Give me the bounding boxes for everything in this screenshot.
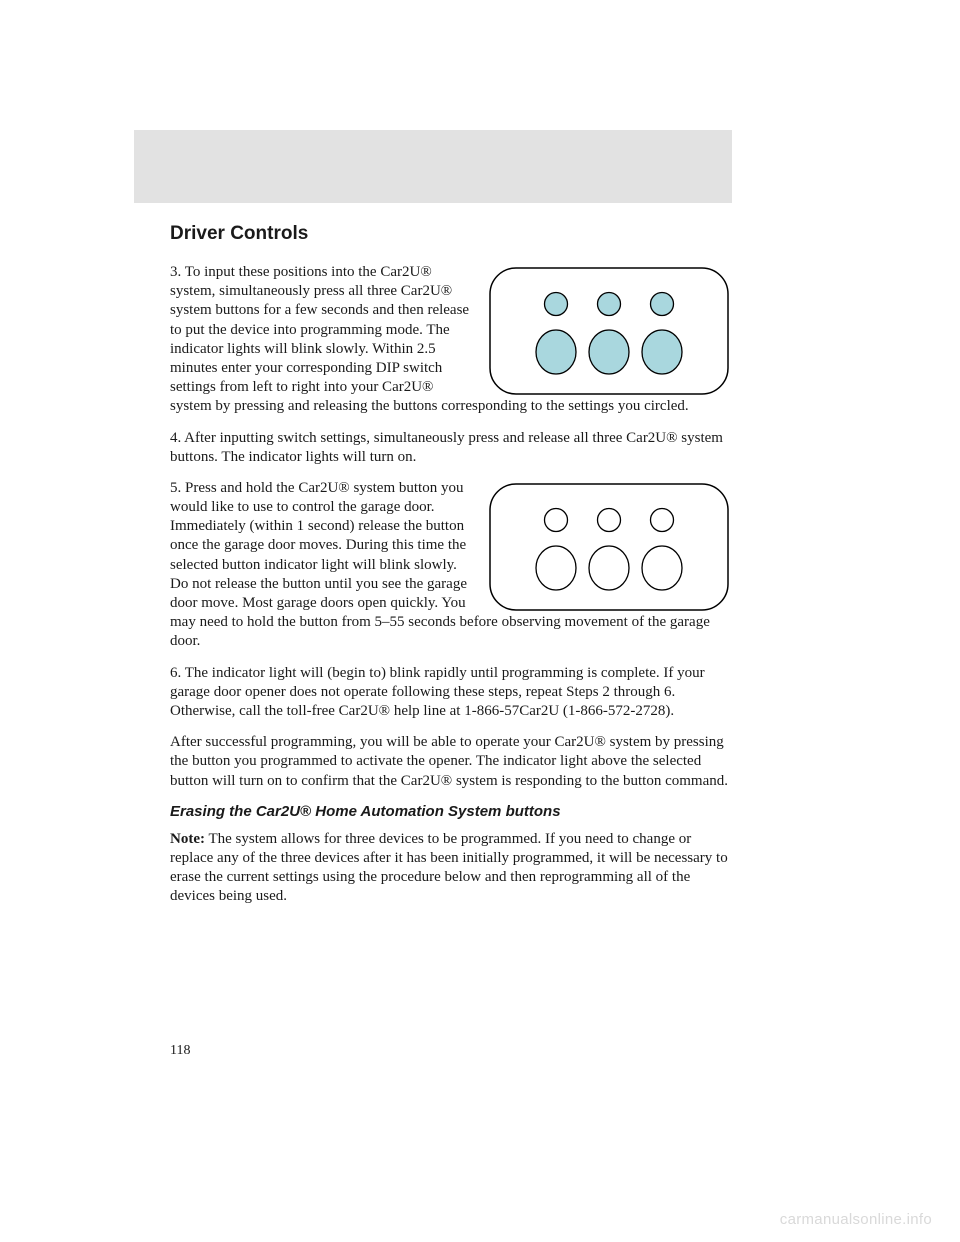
- section-title: Driver Controls: [170, 223, 730, 245]
- header-shadow-box: [134, 130, 732, 203]
- page-content: Driver Controls 3. To input these positi…: [170, 223, 730, 918]
- step-3-block: 3. To input these positions into the Car…: [170, 263, 730, 417]
- note-paragraph: Note: The system allows for three device…: [170, 830, 730, 907]
- step-6-text: 6. The indicator light will (begin to) b…: [170, 664, 730, 722]
- note-body: The system allows for three devices to b…: [170, 831, 728, 905]
- note-label: Note:: [170, 831, 205, 847]
- page-number: 118: [170, 1043, 190, 1059]
- erasing-subheading: Erasing the Car2U® Home Automation Syste…: [170, 803, 730, 820]
- car2u-diagram-filled: [488, 266, 730, 396]
- step-5-block: 5. Press and hold the Car2U® system butt…: [170, 479, 730, 652]
- car2u-diagram-outline: [488, 482, 730, 612]
- after-programming-text: After successful programming, you will b…: [170, 733, 730, 791]
- step-4-text: 4. After inputting switch settings, simu…: [170, 429, 730, 467]
- watermark: carmanualsonline.info: [780, 1211, 932, 1228]
